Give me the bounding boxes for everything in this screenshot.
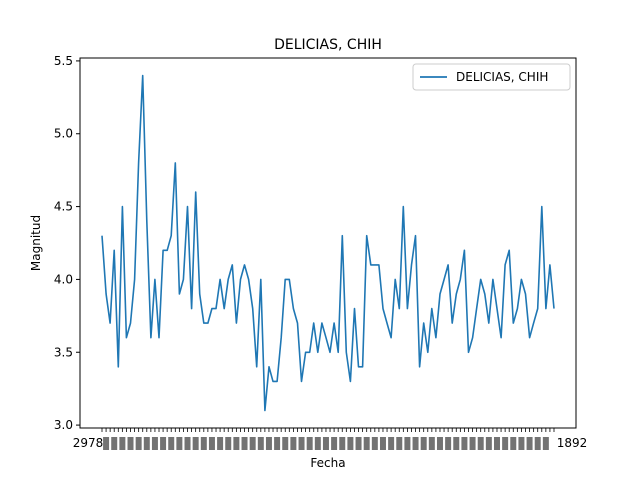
x-tick-label-overlap <box>436 437 443 450</box>
x-tick-label-overlap <box>404 437 411 450</box>
x-tick-label-overlap <box>379 437 386 450</box>
x-tick-label-overlap <box>143 437 150 450</box>
x-tick-label-overlap <box>314 437 321 450</box>
x-tick-label-overlap <box>534 437 541 450</box>
x-tick-label-overlap <box>290 437 297 450</box>
x-tick-label-overlap <box>518 437 525 450</box>
x-tick-label-overlap <box>135 437 142 450</box>
x-tick-label-overlap <box>200 437 207 450</box>
x-tick-label-overlap <box>127 437 134 450</box>
x-tick-label-overlap <box>355 437 362 450</box>
x-tick-label-overlap <box>184 437 191 450</box>
x-tick-label-overlap <box>322 437 329 450</box>
series-line <box>101 74 555 412</box>
y-tick-label: 5.5 <box>54 54 73 68</box>
x-tick-label-overlap <box>445 437 452 450</box>
y-tick-label: 4.5 <box>54 200 73 214</box>
x-tick-label-overlap <box>412 437 419 450</box>
x-tick-label-overlap <box>542 437 549 450</box>
legend-box <box>412 63 571 91</box>
x-tick-label-overlap <box>363 437 370 450</box>
y-axis-label: Magnitud <box>29 215 43 271</box>
x-tick-label-overlap <box>298 437 305 450</box>
x-tick-label-overlap <box>265 437 272 450</box>
x-tick-label-overlap <box>103 437 110 450</box>
x-tick-label-overlap <box>282 437 289 450</box>
x-tick-label-overlap <box>477 437 484 450</box>
x-tick-label-first: 2978 <box>73 436 104 450</box>
x-tick-label-overlap <box>453 437 460 450</box>
x-tick-label-overlap <box>339 437 346 450</box>
x-tick-label-overlap <box>233 437 240 450</box>
legend: DELICIAS, CHIH <box>412 63 571 91</box>
x-tick-label-overlap <box>331 437 338 450</box>
y-tick-label: 5.0 <box>54 127 73 141</box>
x-tick-label-overlap <box>151 437 158 450</box>
x-tick-label-overlap <box>168 437 175 450</box>
x-tick-label-overlap <box>274 437 281 450</box>
x-tick-label-overlap <box>306 437 313 450</box>
x-tick-label-overlap <box>241 437 248 450</box>
x-tick-label-overlap <box>493 437 500 450</box>
x-tick-label-overlap <box>119 437 126 450</box>
x-tick-label-overlap <box>485 437 492 450</box>
x-tick-label-overlap <box>257 437 264 450</box>
y-axis: 3.0 3.5 4.0 4.5 5.0 5.5 <box>54 54 80 432</box>
y-tick-label: 3.0 <box>54 418 73 432</box>
legend-label: DELICIAS, CHIH <box>456 70 548 84</box>
x-tick-label-overlap <box>208 437 215 450</box>
x-axis: 2978 1892 <box>73 428 588 450</box>
x-tick-label-overlap <box>111 437 118 450</box>
x-tick-label-overlap <box>396 437 403 450</box>
x-tick-label-overlap <box>160 437 167 450</box>
x-tick-label-overlap <box>469 437 476 450</box>
x-tick-label-overlap <box>526 437 533 450</box>
y-tick-label: 3.5 <box>54 345 73 359</box>
chart-title: DELICIAS, CHIH <box>274 37 382 53</box>
axes-frame <box>79 57 577 429</box>
x-tick-label-last: 1892 <box>557 436 588 450</box>
y-tick-label: 4.0 <box>54 272 73 286</box>
x-tick-label-overlap <box>192 437 199 450</box>
x-tick-label-overlap <box>249 437 256 450</box>
x-tick-label-overlap <box>420 437 427 450</box>
x-tick-label-overlap <box>347 437 354 450</box>
x-tick-label-overlap <box>428 437 435 450</box>
x-tick-label-overlap <box>371 437 378 450</box>
plot-area <box>101 74 555 412</box>
x-tick-label-overlap <box>502 437 509 450</box>
x-tick-label-overlap <box>217 437 224 450</box>
x-tick-label-overlap <box>225 437 232 450</box>
x-axis-label: Fecha <box>310 456 345 470</box>
x-tick-label-overlap <box>461 437 468 450</box>
x-tick-label-overlap <box>510 437 517 450</box>
x-tick-label-overlap <box>176 437 183 450</box>
x-tick-label-overlap <box>388 437 395 450</box>
